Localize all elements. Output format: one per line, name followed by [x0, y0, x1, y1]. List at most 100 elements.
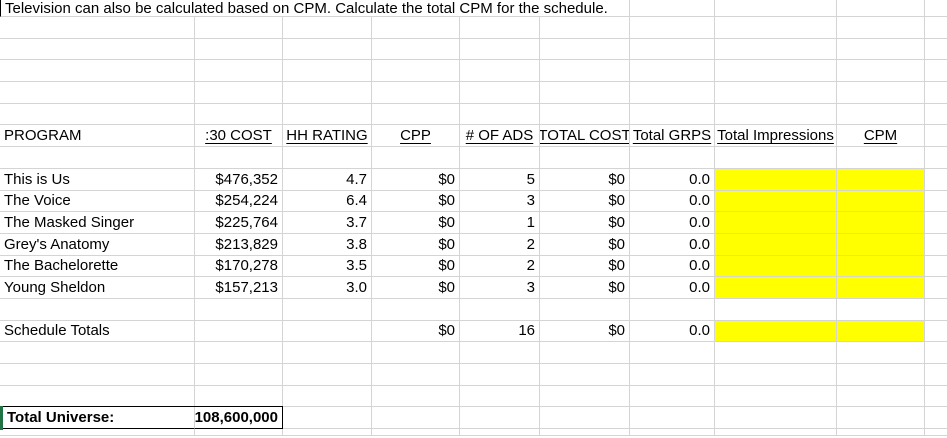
total-cost-cell[interactable]: $0 [540, 255, 630, 278]
total-grps-cell[interactable]: 0.0 [630, 212, 715, 234]
cost-cell[interactable]: $157,213 [195, 277, 283, 299]
hh-rating-cell[interactable]: 3.5 [283, 255, 372, 278]
empty-cell [630, 0, 715, 17]
num-ads-cell[interactable]: 3 [460, 277, 540, 299]
total-cost-cell[interactable]: $0 [540, 212, 630, 234]
header-cpp[interactable]: CPP [372, 125, 460, 148]
total-universe-value[interactable]: 108,600,000 [195, 407, 283, 430]
empty-cells-row [0, 385, 947, 408]
total-grps-cell[interactable]: 0.0 [630, 277, 715, 299]
empty-cells-row [0, 60, 947, 83]
program-cell[interactable]: The Masked Singer [0, 212, 195, 234]
empty-cell [283, 407, 372, 430]
header-hh-rating[interactable]: HH RATING [283, 125, 372, 148]
cpp-cell[interactable]: $0 [372, 190, 460, 213]
num-ads-cell[interactable]: 1 [460, 212, 540, 234]
table-row: Young Sheldon $157,213 3.0 $0 3 $0 0.0 [0, 277, 947, 299]
total-universe-row: Total Universe: 108,600,000 [0, 406, 947, 431]
cpp-cell[interactable]: $0 [372, 168, 460, 191]
total-impressions-cell[interactable] [715, 255, 837, 278]
empty-cell [460, 407, 540, 430]
num-ads-cell[interactable]: 2 [460, 255, 540, 278]
header-30-cost[interactable]: :30 COST [195, 125, 283, 148]
header-program[interactable]: PROGRAM [0, 125, 195, 148]
empty-cell [715, 0, 837, 17]
empty-cell [837, 0, 925, 17]
total-grps-cell[interactable]: 0.0 [630, 255, 715, 278]
totals-cpm-cell[interactable] [837, 320, 925, 343]
cpm-cell[interactable] [837, 190, 925, 213]
table-row: Grey's Anatomy $213,829 3.8 $0 2 $0 0.0 [0, 233, 947, 256]
program-cell[interactable]: Grey's Anatomy [0, 233, 195, 256]
empty-cell [540, 407, 630, 430]
total-grps-cell[interactable]: 0.0 [630, 233, 715, 256]
empty-cell [925, 277, 947, 299]
schedule-totals-row: Schedule Totals $0 16 $0 0.0 [0, 320, 947, 343]
empty-cells-row [0, 17, 947, 39]
cpm-cell[interactable] [837, 233, 925, 256]
num-ads-cell[interactable]: 5 [460, 168, 540, 191]
cpp-cell[interactable]: $0 [372, 212, 460, 234]
cpp-cell[interactable]: $0 [372, 255, 460, 278]
header-total-impressions[interactable]: Total Impressions [715, 125, 837, 148]
num-ads-cell[interactable]: 2 [460, 233, 540, 256]
cost-cell[interactable]: $213,829 [195, 233, 283, 256]
cost-cell[interactable]: $170,278 [195, 255, 283, 278]
totals-total-impressions-cell[interactable] [715, 320, 837, 343]
cpm-cell[interactable] [837, 255, 925, 278]
total-impressions-cell[interactable] [715, 233, 837, 256]
empty-cells-row [0, 147, 947, 169]
total-impressions-cell[interactable] [715, 277, 837, 299]
empty-cell [630, 407, 715, 430]
header-cpm[interactable]: CPM [837, 125, 925, 148]
empty-cell [925, 191, 947, 213]
empty-cell [925, 234, 947, 256]
cpp-cell[interactable]: $0 [372, 233, 460, 256]
totals-cpp-cell[interactable]: $0 [372, 320, 460, 343]
program-cell[interactable]: This is Us [0, 168, 195, 191]
total-impressions-cell[interactable] [715, 190, 837, 213]
cpm-cell[interactable] [837, 277, 925, 299]
total-impressions-cell[interactable] [715, 212, 837, 234]
total-grps-cell[interactable]: 0.0 [630, 168, 715, 191]
total-cost-cell[interactable]: $0 [540, 190, 630, 213]
program-cell[interactable]: The Voice [0, 190, 195, 213]
total-universe-label[interactable]: Total Universe: [0, 406, 195, 431]
empty-cells-row [0, 103, 947, 126]
num-ads-cell[interactable]: 3 [460, 190, 540, 213]
hh-rating-cell[interactable]: 3.8 [283, 233, 372, 256]
program-cell[interactable]: The Bachelorette [0, 255, 195, 278]
cost-cell[interactable]: $254,224 [195, 190, 283, 213]
cpm-cell[interactable] [837, 212, 925, 234]
header-num-ads[interactable]: # OF ADS [460, 125, 540, 148]
hh-rating-cell[interactable]: 3.7 [283, 212, 372, 234]
cpm-cell[interactable] [837, 168, 925, 191]
totals-total-grps-cell[interactable]: 0.0 [630, 320, 715, 343]
total-impressions-cell[interactable] [715, 168, 837, 191]
header-total-cost[interactable]: TOTAL COST [540, 125, 630, 148]
total-cost-cell[interactable]: $0 [540, 168, 630, 191]
total-grps-cell[interactable]: 0.0 [630, 190, 715, 213]
header-row: PROGRAM :30 COST HH RATING CPP # OF ADS … [0, 125, 947, 148]
hh-rating-cell[interactable]: 3.0 [283, 277, 372, 299]
header-total-grps[interactable]: Total GRPS [630, 125, 715, 148]
empty-cell [925, 212, 947, 234]
empty-cell [925, 125, 947, 148]
hh-rating-cell[interactable]: 4.7 [283, 168, 372, 191]
table-row: This is Us $476,352 4.7 $0 5 $0 0.0 [0, 168, 947, 191]
empty-cells-row [0, 364, 947, 386]
cost-cell[interactable]: $225,764 [195, 212, 283, 234]
empty-cell [715, 407, 837, 430]
program-cell[interactable]: Young Sheldon [0, 277, 195, 299]
instruction-row: Television can also be calculated based … [0, 0, 947, 17]
cost-cell[interactable]: $476,352 [195, 168, 283, 191]
empty-cells-row [0, 38, 947, 61]
hh-rating-cell[interactable]: 6.4 [283, 190, 372, 213]
totals-num-ads-cell[interactable]: 16 [460, 320, 540, 343]
total-cost-cell[interactable]: $0 [540, 233, 630, 256]
total-cost-cell[interactable]: $0 [540, 277, 630, 299]
table-row: The Voice $254,224 6.4 $0 3 $0 0.0 [0, 190, 947, 213]
totals-total-cost-cell[interactable]: $0 [540, 320, 630, 343]
schedule-totals-label[interactable]: Schedule Totals [0, 320, 195, 343]
cpp-cell[interactable]: $0 [372, 277, 460, 299]
